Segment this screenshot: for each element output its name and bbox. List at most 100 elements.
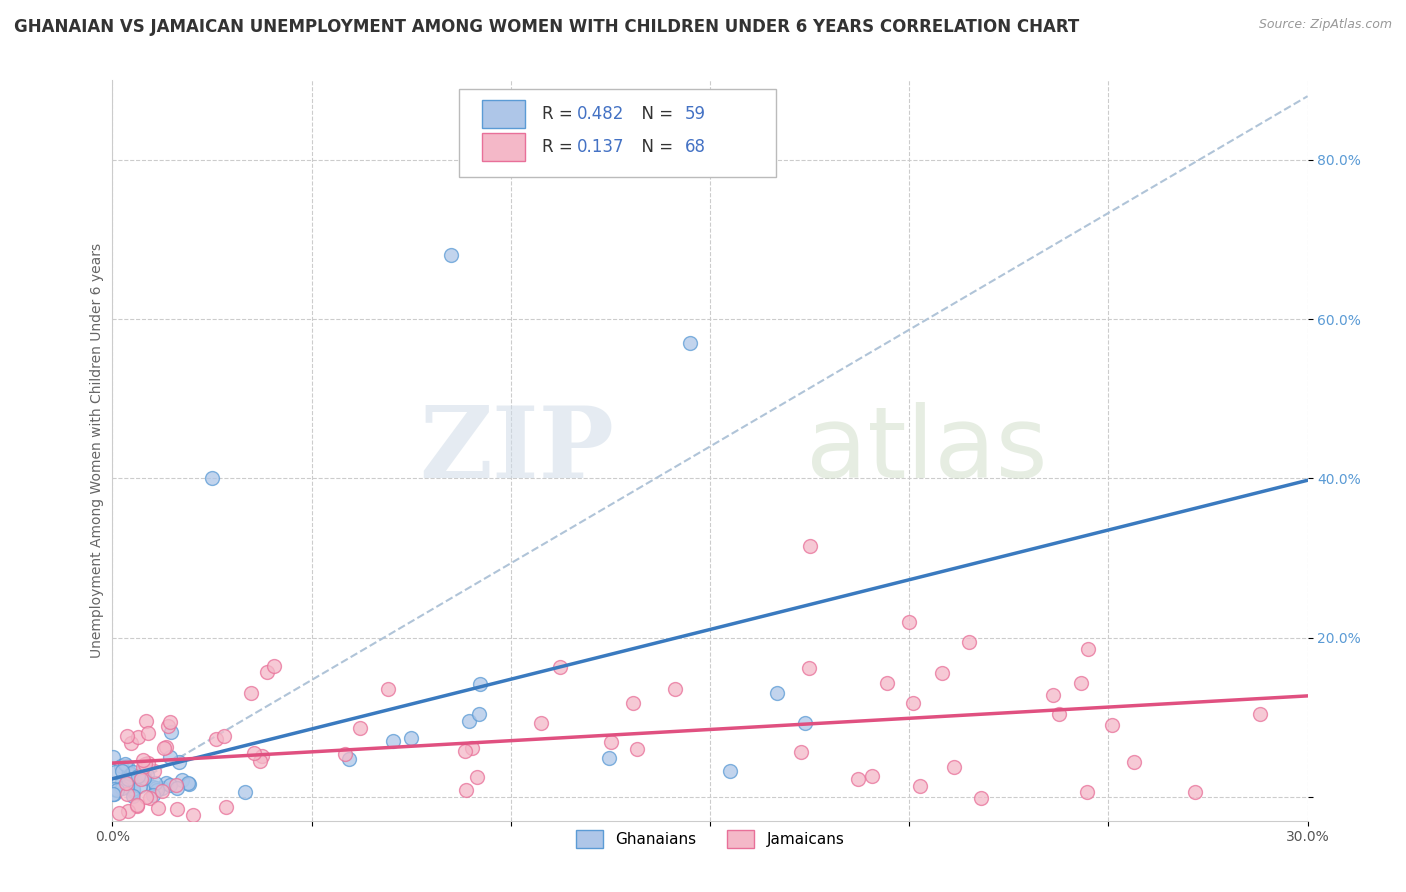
Point xyxy=(121,775,143,789)
Point xyxy=(957,634,980,648)
Point xyxy=(115,779,138,793)
Point xyxy=(790,745,813,759)
Point xyxy=(142,780,165,795)
Point xyxy=(128,770,150,784)
Text: Source: ZipAtlas.com: Source: ZipAtlas.com xyxy=(1258,18,1392,31)
Point xyxy=(127,797,149,812)
Point xyxy=(138,756,160,771)
Point xyxy=(249,754,271,768)
Point xyxy=(103,787,125,801)
Y-axis label: Unemployment Among Women with Children Under 6 years: Unemployment Among Women with Children U… xyxy=(90,243,104,658)
Point xyxy=(103,749,125,764)
Point xyxy=(239,686,262,700)
Point xyxy=(465,770,488,784)
Point xyxy=(349,721,371,735)
Point xyxy=(1076,785,1098,799)
Point xyxy=(166,801,188,815)
Point xyxy=(122,782,145,797)
Point xyxy=(132,753,155,767)
Point xyxy=(1101,718,1123,732)
Point xyxy=(122,789,145,803)
Point xyxy=(233,785,256,799)
Point xyxy=(793,715,815,730)
Point xyxy=(127,769,149,783)
Point xyxy=(377,681,399,696)
Text: R =: R = xyxy=(541,138,578,156)
Point xyxy=(461,741,484,756)
Text: 68: 68 xyxy=(685,138,706,156)
Point xyxy=(159,714,181,729)
Point xyxy=(114,756,136,771)
Point xyxy=(1077,642,1099,657)
Text: GHANAIAN VS JAMAICAN UNEMPLOYMENT AMONG WOMEN WITH CHILDREN UNDER 6 YEARS CORREL: GHANAIAN VS JAMAICAN UNEMPLOYMENT AMONG … xyxy=(14,18,1080,36)
Point xyxy=(626,741,648,756)
Point xyxy=(204,731,226,746)
Point xyxy=(136,768,159,782)
Point xyxy=(120,736,142,750)
Point xyxy=(159,750,181,764)
Point xyxy=(115,758,138,772)
FancyBboxPatch shape xyxy=(482,133,524,161)
Point xyxy=(454,744,477,758)
Point xyxy=(103,787,125,801)
Point xyxy=(1184,785,1206,799)
Point xyxy=(337,752,360,766)
Text: N =: N = xyxy=(631,105,679,123)
Point xyxy=(103,782,125,797)
Point xyxy=(381,734,404,748)
Point xyxy=(107,776,129,790)
Point xyxy=(898,615,921,629)
Point xyxy=(129,772,152,786)
Text: 59: 59 xyxy=(685,105,706,123)
Point xyxy=(243,746,266,760)
Point xyxy=(167,755,190,769)
Point xyxy=(797,661,820,675)
Text: N =: N = xyxy=(631,138,679,156)
Text: R =: R = xyxy=(541,105,578,123)
Point xyxy=(157,719,180,733)
Point xyxy=(165,778,187,792)
Point xyxy=(139,791,162,805)
Point xyxy=(548,660,571,674)
Point xyxy=(720,764,742,778)
Point xyxy=(970,790,993,805)
Point xyxy=(125,799,148,814)
Point xyxy=(145,780,167,795)
Point xyxy=(1249,706,1271,721)
Point xyxy=(155,740,177,755)
Point xyxy=(181,808,204,822)
Point xyxy=(664,681,686,696)
Point xyxy=(143,764,166,778)
Point xyxy=(931,666,953,681)
FancyBboxPatch shape xyxy=(482,100,524,128)
Point xyxy=(908,779,931,793)
FancyBboxPatch shape xyxy=(458,89,776,177)
Point xyxy=(105,783,128,797)
Point xyxy=(166,780,188,795)
Point xyxy=(903,696,925,710)
Point xyxy=(132,760,155,774)
Point xyxy=(876,676,898,690)
Point xyxy=(134,757,156,772)
Point xyxy=(530,716,553,731)
Point xyxy=(155,776,177,790)
Point xyxy=(201,471,224,485)
Point xyxy=(146,783,169,797)
Point xyxy=(153,740,176,755)
Point xyxy=(111,781,134,796)
Point xyxy=(136,725,159,739)
Point xyxy=(399,731,422,745)
Point xyxy=(122,764,145,779)
Point xyxy=(252,748,274,763)
Point xyxy=(159,778,181,792)
Point xyxy=(457,714,479,729)
Point xyxy=(1047,706,1070,721)
Point xyxy=(470,677,492,691)
Point xyxy=(117,772,139,786)
Point xyxy=(120,767,142,781)
Point xyxy=(468,706,491,721)
Point xyxy=(846,772,869,786)
Point xyxy=(132,765,155,780)
Point xyxy=(120,766,142,780)
Point xyxy=(111,764,134,778)
